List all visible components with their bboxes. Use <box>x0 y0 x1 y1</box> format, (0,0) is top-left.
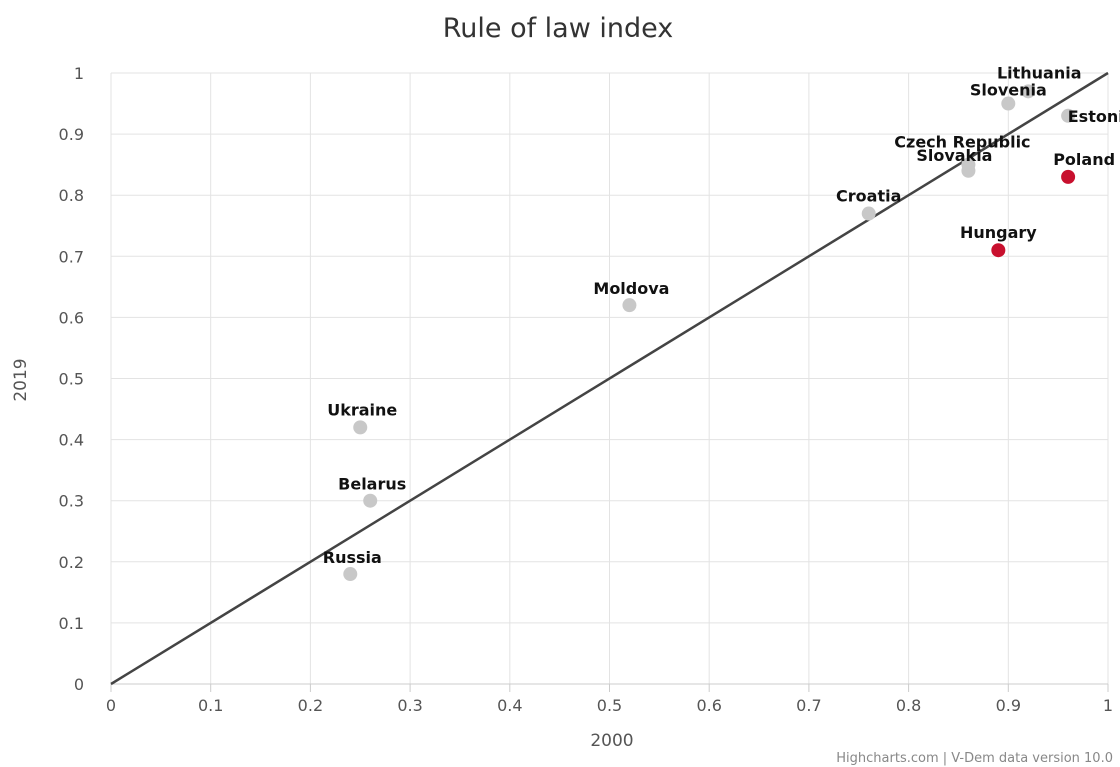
x-tick-label: 0.2 <box>298 696 323 715</box>
y-tick-label: 0.5 <box>59 370 84 389</box>
x-tick-label: 0.8 <box>896 696 921 715</box>
x-axis-title: 2000 <box>590 731 633 751</box>
y-tick-label: 0 <box>74 675 84 694</box>
point-label: Slovenia <box>970 81 1047 100</box>
point-label: Slovakia <box>916 146 992 165</box>
data-point[interactable] <box>343 567 358 582</box>
grid <box>110 72 1109 692</box>
y-tick-label: 1 <box>74 64 84 83</box>
data-point[interactable] <box>1001 96 1016 111</box>
reference-line <box>110 71 1109 686</box>
data-point[interactable] <box>353 420 368 435</box>
x-tick-label: 0.5 <box>597 696 622 715</box>
data-point[interactable] <box>1021 84 1036 99</box>
point-label: Belarus <box>338 475 406 494</box>
x-tick-label: 0.9 <box>996 696 1021 715</box>
x-tick-label: 0 <box>106 696 116 715</box>
data-points <box>343 84 1076 582</box>
data-point[interactable] <box>1061 169 1076 184</box>
point-label: Czech Republic <box>894 133 1030 152</box>
x-axis-ticks: 0 0.1 0.2 0.3 0.4 0.5 0.6 0.7 0.8 0.9 1 <box>106 696 1113 715</box>
x-tick-label: 0.6 <box>696 696 721 715</box>
x-tick-label: 0.3 <box>397 696 422 715</box>
y-axis-title: 2019 <box>11 358 31 401</box>
data-point[interactable] <box>622 298 637 313</box>
data-point[interactable] <box>363 493 378 508</box>
y-axis-ticks: 0 0.1 0.2 0.3 0.4 0.5 0.6 0.7 0.8 0.9 1 <box>59 64 84 694</box>
point-label: Estonia <box>1068 107 1120 126</box>
point-label: Hungary <box>960 223 1037 242</box>
x-tick-label: 0.1 <box>198 696 223 715</box>
x-tick-label: 1 <box>1103 696 1113 715</box>
chart-credits: Highcharts.com | V-Dem data version 10.0 <box>836 751 1113 766</box>
y-tick-label: 0.6 <box>59 308 84 327</box>
point-label: Moldova <box>593 279 669 298</box>
point-label: Russia <box>323 548 382 567</box>
data-point[interactable] <box>1061 108 1076 123</box>
x-tick-label: 0.7 <box>796 696 821 715</box>
data-point[interactable] <box>961 163 976 178</box>
data-point[interactable] <box>861 206 876 221</box>
y-tick-label: 0.1 <box>59 614 84 633</box>
y-tick-label: 0.3 <box>59 492 84 511</box>
point-label: Poland <box>1053 150 1115 169</box>
data-point[interactable] <box>991 243 1006 258</box>
y-tick-label: 0.8 <box>59 186 84 205</box>
y-tick-label: 0.7 <box>59 247 84 266</box>
point-label: Ukraine <box>327 400 397 419</box>
x-tick-label: 0.4 <box>497 696 522 715</box>
point-label: Lithuania <box>997 63 1082 82</box>
chart-title: Rule of law index <box>443 13 674 44</box>
y-tick-label: 0.2 <box>59 553 84 572</box>
y-tick-label: 0.9 <box>59 125 84 144</box>
point-label: Croatia <box>836 187 901 206</box>
y-tick-label: 0.4 <box>59 431 84 450</box>
